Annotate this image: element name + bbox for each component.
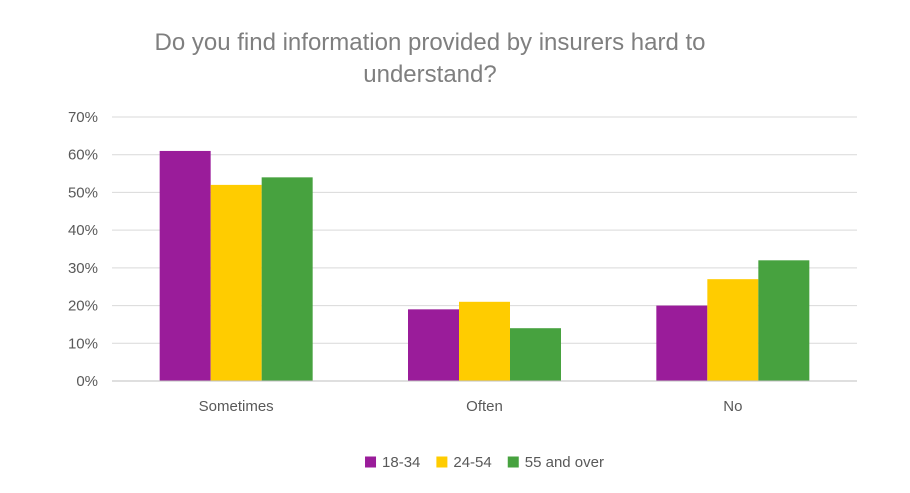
bars	[159, 150, 810, 381]
x-axis-ticks: Sometimes Often No	[199, 398, 743, 415]
y-tick-label: 30%	[68, 260, 98, 277]
y-axis-ticks: 0% 10% 20% 30% 40% 50% 60% 70%	[68, 109, 98, 390]
bar	[159, 150, 211, 381]
y-tick-label: 60%	[68, 147, 98, 164]
y-tick-label: 20%	[68, 298, 98, 315]
legend-swatch	[365, 456, 377, 468]
legend-label: 55 and over	[525, 454, 604, 471]
y-tick-label: 70%	[68, 109, 98, 126]
legend-label: 18-34	[382, 454, 420, 471]
legend-swatch	[507, 456, 519, 468]
y-tick-label: 0%	[76, 373, 98, 390]
bar	[758, 260, 810, 381]
x-tick-label: Sometimes	[199, 398, 274, 415]
bar	[210, 184, 262, 381]
y-tick-label: 50%	[68, 184, 98, 201]
bar	[510, 328, 561, 381]
legend-label: 24-54	[453, 454, 491, 471]
bar	[459, 301, 510, 381]
legend: 18-34 24-54 55 and over	[365, 454, 604, 471]
bar	[707, 279, 759, 381]
bar	[656, 305, 708, 381]
legend-swatch	[436, 456, 448, 468]
x-tick-label: No	[723, 398, 742, 415]
chart-title-line-1: Do you find information provided by insu…	[155, 29, 706, 56]
chart-title-line-2: understand?	[363, 61, 496, 88]
x-tick-label: Often	[466, 398, 503, 415]
y-tick-label: 40%	[68, 222, 98, 239]
bar	[261, 177, 313, 381]
y-tick-label: 10%	[68, 335, 98, 352]
chart-title: Do you find information provided by insu…	[155, 29, 706, 88]
bar	[408, 309, 459, 381]
